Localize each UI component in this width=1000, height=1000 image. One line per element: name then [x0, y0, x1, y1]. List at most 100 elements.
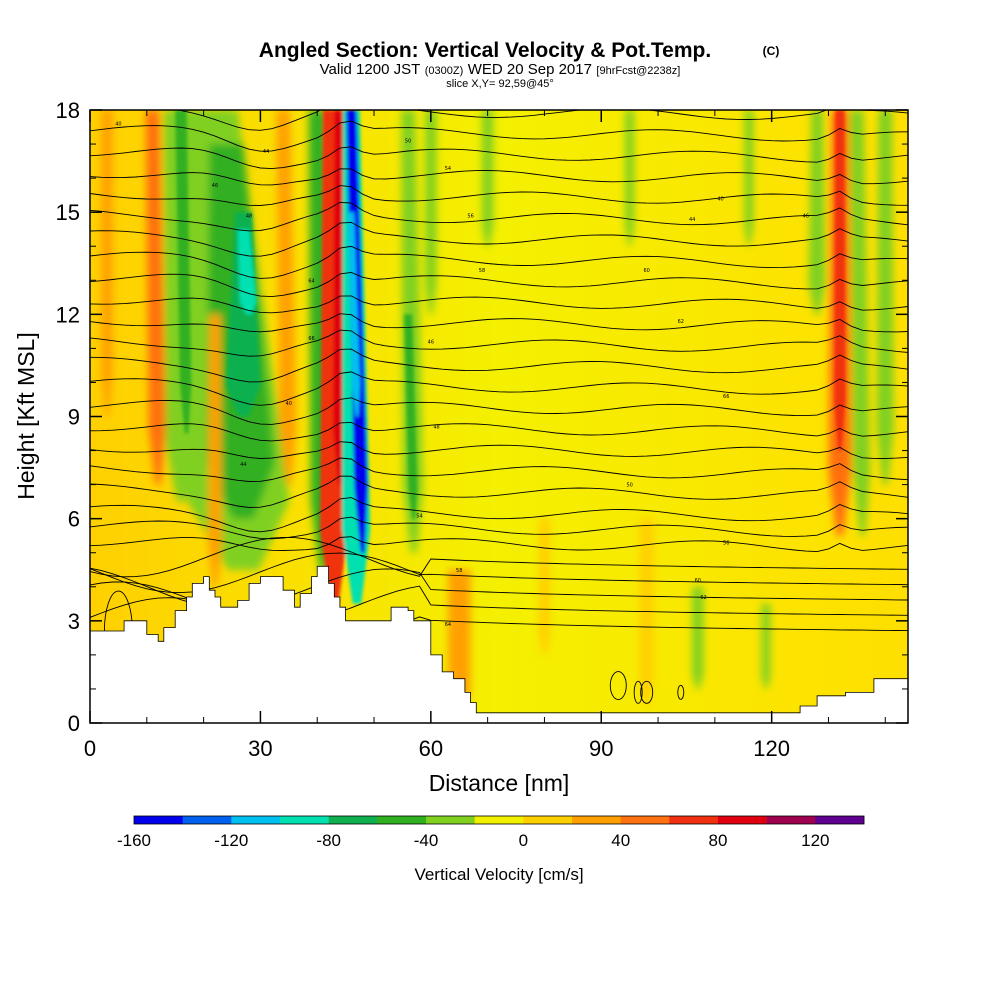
colorbar-tick-label: -80 [316, 831, 341, 850]
y-tick-label: 9 [68, 405, 80, 430]
isentrope-label: 40 [115, 122, 121, 128]
isentrope-label: 48 [246, 214, 252, 220]
isentrope-label: 60 [695, 578, 701, 584]
isentrope-label: 50 [626, 483, 632, 489]
terrain-outline [90, 565, 908, 723]
velocity-cell [808, 110, 826, 315]
x-tick-label: 120 [753, 736, 790, 761]
colorbar-swatch [377, 816, 427, 824]
plot-area: 40 44 46 48 50 54 56 58 60 62 64 66 40 44 46 48 50 54 56 58… [90, 110, 908, 723]
isentrope-line [90, 120, 908, 152]
colorbar-label: Vertical Velocity [cm/s] [414, 865, 583, 884]
isentrope-line [90, 497, 908, 533]
isentrope-label: 40 [717, 197, 723, 203]
x-tick-label: 30 [248, 736, 272, 761]
colorbar-tick-label: 0 [519, 831, 528, 850]
isentrope-label: 64 [445, 622, 451, 628]
slice-label: slice X,Y= 92,59@45° [446, 78, 554, 90]
velocity-cell [625, 110, 635, 247]
isentrope-line [90, 421, 908, 442]
velocity-cell [834, 110, 846, 451]
isentrope-line [90, 552, 908, 594]
velocity-cell [175, 110, 192, 434]
velocity-cell [761, 603, 771, 689]
y-tick-label: 0 [68, 711, 80, 736]
y-axis-label: Height [Kft MSL] [13, 332, 39, 499]
isentrope-line [90, 536, 908, 553]
isentrope-line [90, 168, 908, 186]
subtitle-prefix: Valid 1200 JST [320, 61, 421, 78]
isentrope-line [90, 397, 908, 425]
colorbar-swatch [231, 816, 281, 824]
velocity-cell [482, 110, 494, 247]
isentrope-label: 58 [479, 268, 485, 274]
isentrope-line [90, 457, 908, 482]
colorbar-swatch [620, 816, 670, 824]
x-tick-label: 90 [589, 736, 613, 761]
colorbar-tick-label: -120 [214, 831, 248, 850]
isentrope-line [90, 348, 908, 383]
subtitle-utc: (0300Z) [425, 65, 464, 77]
isentrope-label: 54 [445, 166, 451, 172]
isentrope-loop [677, 684, 685, 700]
isentrope-line [90, 201, 908, 232]
isentrope-loop [609, 671, 627, 700]
velocity-cell [692, 586, 704, 689]
isentrope-label: 44 [240, 462, 246, 468]
colorbar-tick-label: -40 [414, 831, 439, 850]
velocity-cell [276, 110, 297, 485]
colorbar-swatch [134, 816, 183, 824]
isentrope-label: 40 [286, 401, 292, 407]
isentrope-label: 60 [644, 268, 650, 274]
isentrope-label: 46 [212, 183, 218, 189]
axes: 0 30 60 90 120 0 3 6 9 12 15 18 [56, 98, 908, 761]
velocity-cell [145, 110, 166, 485]
y-tick-label: 18 [56, 98, 80, 123]
x-tick-label: 0 [84, 736, 96, 761]
velocity-cell [876, 110, 894, 485]
y-tick-label: 15 [56, 200, 80, 225]
velocity-cell [538, 518, 551, 655]
velocity-cell [744, 110, 754, 247]
colorbar-tick-label: -160 [117, 831, 151, 850]
isentrope-line [90, 271, 908, 298]
colorbar-swatch [572, 816, 621, 824]
colorbar-swatch [718, 816, 767, 824]
isentrope-label: 62 [700, 595, 706, 601]
isentrope-label: 64 [308, 278, 314, 284]
isentrope-line [90, 295, 908, 314]
isentrope-loop [633, 680, 643, 704]
velocity-cell [237, 229, 257, 315]
chart-title-suffix: (C) [763, 44, 780, 58]
isentrope-label: 46 [803, 214, 809, 220]
subtitle-date: WED 20 Sep 2017 [468, 61, 592, 78]
velocity-cell [425, 110, 437, 315]
isentrope-label: 54 [416, 513, 422, 519]
colorbar-swatch [815, 816, 865, 824]
colorbar-frame [133, 815, 865, 825]
velocity-cell [348, 212, 361, 417]
isentrope-label: 56 [723, 541, 729, 547]
y-tick-label: 6 [68, 507, 80, 532]
colorbar-tick-label: 120 [801, 831, 829, 850]
isentrope-line [90, 313, 908, 333]
colorbar-swatch [474, 816, 524, 824]
velocity-cell [404, 314, 418, 519]
colorbar-tick-label: 40 [611, 831, 630, 850]
y-tick-label: 3 [68, 609, 80, 634]
colorbar-swatch [669, 816, 719, 824]
isentrope-label: 62 [678, 319, 684, 325]
subtitle-forecast: [9hrFcst@2238z] [596, 65, 680, 77]
isentrope-line [90, 329, 908, 357]
colorbar-swatch [766, 816, 816, 824]
y-tick-label: 12 [56, 302, 80, 327]
isentropes: 40 44 46 48 50 54 56 58 60 62 64 66 40 44 46 48 50 54 56 58… [90, 110, 908, 704]
isentrope-label: 56 [467, 214, 473, 220]
colorbar-swatch [328, 816, 378, 824]
colorbar-tick-label: 80 [709, 831, 728, 850]
isentrope-label: 44 [263, 149, 269, 155]
isentrope-label: 48 [433, 425, 439, 431]
velocity-core-field [175, 110, 846, 604]
colorbar-swatch [426, 816, 475, 824]
